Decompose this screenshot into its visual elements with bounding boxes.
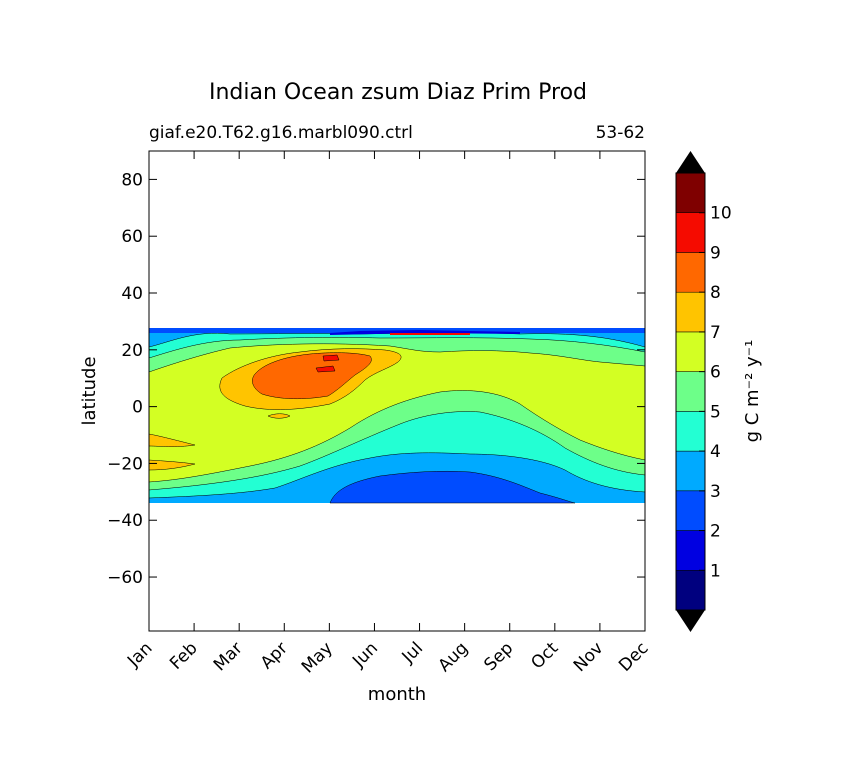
colorbar-swatch [675,331,706,372]
colorbar-tick-label: 7 [710,323,721,343]
x-tick-label: Nov [570,638,608,676]
y-tick-label: 80 [121,170,143,190]
x-tick-label: May [298,638,337,677]
colorbar-swatch [675,172,706,213]
colorbar-extend-low [676,610,705,632]
x-tick-label: Feb [166,638,201,673]
chart-subtitle-right: 53-62 [596,123,645,143]
colorbar-tick-label: 1 [710,561,721,581]
y-tick-label: −60 [107,568,143,588]
colorbar-label: g C m⁻² y⁻¹ [742,340,763,443]
x-tick-label: Sep [480,638,517,675]
colorbar-tick-label: 4 [710,442,721,462]
colorbar-tick-label: 9 [710,243,721,263]
chart-subtitle-left: giaf.e20.T62.g16.marbl090.ctrl [149,123,413,143]
contour-level-9-10-a [322,354,340,362]
colorbar-extend-high [676,151,705,173]
contour-level-7-8-south-b [149,459,196,471]
y-tick-label: −20 [107,454,143,474]
colorbar-swatch [675,291,706,333]
colorbar-swatch [675,411,706,452]
plot-axes-frame [148,150,646,632]
x-tick-label: Mar [210,638,247,675]
y-axis-label: latitude [79,356,100,425]
x-tick-label: Dec [615,638,652,675]
x-tick-label: Aug [435,638,473,676]
contour-level-9-10-north [390,333,470,335]
y-tick-label: −40 [107,511,143,531]
colorbar-swatch [675,530,706,571]
x-tick-label: Jan [123,638,156,671]
colorbar-tick-label: 5 [710,402,721,422]
colorbar-tick-label: 3 [710,482,721,502]
colorbar-tick-label: 10 [710,204,732,224]
colorbar-tick-label: 2 [710,522,721,542]
y-tick-label: 20 [121,341,143,361]
y-tick-label: 0 [132,398,143,418]
x-axis-label: month [368,684,426,705]
colorbar-frame [675,172,706,611]
contour-level-8-9 [252,352,372,400]
colorbar-swatch [675,252,706,293]
y-axis: 80 60 40 20 0 −20 −40 −60 [107,170,645,588]
contour-level-9-10-b [315,365,336,373]
colorbar-swatch [675,371,706,412]
colorbar-tick-label: 6 [710,363,721,383]
colorbar: 1 2 3 4 5 6 7 8 9 10 [675,151,732,632]
contour-level-1-2-north [330,330,520,335]
colorbar-swatch [675,490,706,531]
contour-level-7-8-south-a [149,433,196,447]
colorbar-tick-label: 8 [710,283,721,303]
colorbar-swatch [675,570,706,611]
x-tick-label: Jun [348,638,382,672]
contour-field [149,151,645,631]
contour-level-7-8-dot [267,413,291,419]
x-tick-label: Apr [257,638,292,673]
x-tick-label: Oct [527,638,562,673]
colorbar-swatch [675,450,706,492]
y-tick-label: 60 [121,227,143,247]
x-tick-label: Jul [398,638,427,667]
contour-level-2-3 [329,470,576,504]
colorbar-swatch [675,212,706,253]
y-tick-label: 40 [121,284,143,304]
chart-title: Indian Ocean zsum Diaz Prim Prod [209,80,587,105]
